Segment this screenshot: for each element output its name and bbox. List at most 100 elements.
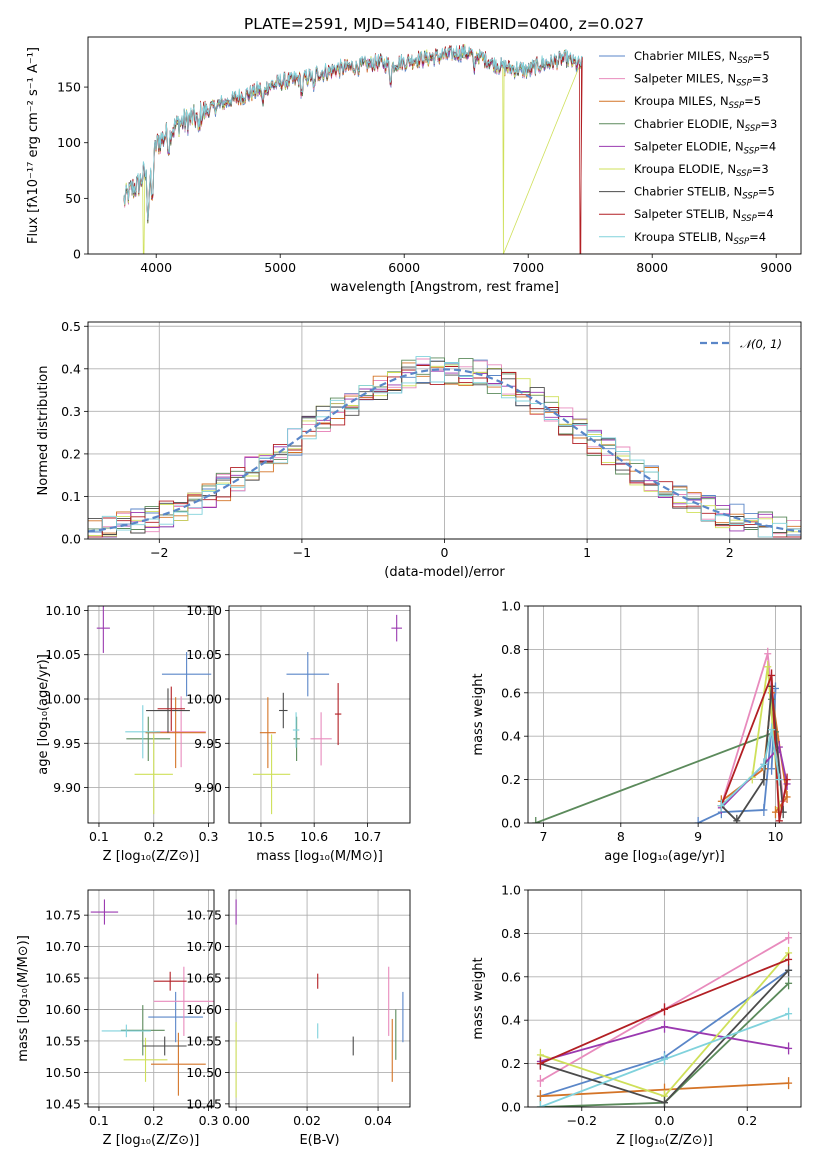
legend-entry: Salpeter MILES, NSSP=3 [634, 72, 769, 89]
y-tick-label: 0.3 [61, 404, 81, 419]
y-tick-label: 10.55 [186, 1033, 222, 1048]
legend-subscript: SSP [736, 169, 752, 179]
axes-weight-vs-Z: −0.2 0.0 0.2 0.0 0.2 0.4 0.6 0.8 1.0 Z [log₁₀(Z/Z… [471, 883, 802, 1148]
y-tick-label: 10.05 [186, 647, 222, 662]
axes-frame [87, 605, 215, 824]
y-tick-label: 10.00 [186, 692, 222, 707]
x-tick-label: 0.0 [655, 1113, 675, 1128]
axes-weight-vs-age: 7 8 9 10 0.0 0.2 0.4 0.6 0.8 1.0 age [log₁₀(age/yr… [471, 599, 802, 864]
x-tick-label: 10.5 [247, 829, 275, 844]
x-tick-label: −2 [150, 545, 168, 560]
y-tick-label: 10.05 [45, 647, 81, 662]
axes-frame [527, 889, 802, 1108]
plot-area-mass-vs-Z [90, 899, 214, 1096]
histogram-step [88, 356, 801, 538]
legend-subscript: SSP [734, 237, 750, 247]
y-tick-label: 0.6 [501, 969, 521, 984]
x-tick-label: 0.3 [199, 1113, 219, 1128]
x-tick-label: 6000 [388, 260, 420, 275]
y-tick-label: 9.90 [194, 780, 222, 795]
axes-spectrum: 4000 5000 6000 7000 8000 9000 0 50 100 150 wavelen… [26, 36, 802, 295]
x-tick-label: 8 [617, 829, 625, 844]
y-tick-label: 0.6 [501, 685, 521, 700]
legend-subscript: SSP [737, 56, 753, 66]
y-tick-label: 1.0 [501, 599, 521, 614]
x-tick-label: 1 [583, 545, 591, 560]
axes-age-vs-mass: 10.5 10.6 10.7 9.90 9.95 10.00 10.05 10.10 mass … [186, 603, 411, 864]
x-tick-label: 10.6 [300, 829, 328, 844]
y-tick-label: 0.8 [501, 642, 521, 657]
plot-area-weight-vs-Z [536, 931, 793, 1107]
y-tick-label: 0.0 [501, 1100, 521, 1115]
y-axis-label: mass weight [471, 957, 486, 1039]
x-tick-label: 0.2 [144, 829, 164, 844]
legend-entry: Chabrier ELODIE, NSSP=3 [634, 117, 777, 134]
spectrum-legend: Chabrier MILES, NSSP=5 Salpeter MILES, NS… [599, 49, 777, 247]
y-tick-label: 0.2 [501, 772, 521, 787]
plot-area-weight-vs-age [532, 647, 791, 823]
mass-weight-line [720, 675, 788, 821]
x-axis-label: mass [log₁₀(M/M⊙)] [256, 849, 383, 864]
x-axis-label: wavelength [Angstrom, rest frame] [330, 280, 559, 295]
y-tick-label: 0.4 [501, 1013, 521, 1028]
x-tick-label: 10 [768, 829, 784, 844]
legend-subscript: SSP [742, 192, 758, 202]
axes-frame [87, 889, 215, 1108]
y-tick-label: 10.65 [45, 971, 81, 986]
legend-entry: 𝒩(0, 1) [740, 337, 782, 351]
x-tick-label: 0.2 [144, 1113, 164, 1128]
y-tick-label: 10.45 [45, 1096, 81, 1111]
legend-value: =4 [759, 139, 776, 153]
x-tick-label: 0.04 [364, 1113, 392, 1128]
y-tick-label: 10.10 [186, 603, 222, 618]
y-tick-label: 50 [65, 191, 81, 206]
y-tick-label: 10.10 [45, 603, 81, 618]
y-axis-label: mass weight [471, 673, 486, 755]
legend-subscript: SSP [729, 101, 745, 111]
legend-subscript: SSP [736, 79, 752, 89]
axes-mass-vs-Z: 0.1 0.2 0.3 10.45 10.50 10.55 10.60 10.65 10.70 1… [16, 889, 219, 1148]
x-axis-label: (data-model)/error [384, 565, 505, 580]
plots-layer: 4000 5000 6000 7000 8000 9000050100150wavelen… [16, 36, 802, 1148]
spectrum-line [123, 45, 583, 220]
x-axis-label: E(B-V) [299, 1133, 339, 1148]
legend-value: =3 [752, 162, 769, 176]
legend-entry: Salpeter STELIB, NSSP=4 [634, 207, 774, 224]
y-tick-label: 100 [57, 135, 81, 150]
y-tick-label: 150 [57, 80, 81, 95]
x-tick-label: −0.2 [567, 1113, 597, 1128]
x-tick-label: 0.1 [89, 829, 109, 844]
y-tick-label: 10.70 [45, 939, 81, 954]
legend-value: =3 [752, 72, 769, 86]
y-tick-label: 10.50 [186, 1065, 222, 1080]
x-axis-label: Z [log₁₀(Z/Z⊙)] [616, 1133, 713, 1148]
axes-frame [527, 605, 802, 824]
spectrum-line [123, 44, 801, 254]
axes-mass-vs-EBV: 0.00 0.02 0.04 10.45 10.50 10.55 10.60 10.65 10.… [186, 889, 411, 1148]
y-tick-label: 1.0 [501, 883, 521, 898]
y-tick-label: 10.55 [45, 1033, 81, 1048]
x-axis-label: Z [log₁₀(Z/Z⊙)] [103, 849, 200, 864]
axes-frame [228, 889, 411, 1108]
y-tick-label: 10.50 [45, 1065, 81, 1080]
y-tick-label: 10.60 [186, 1002, 222, 1017]
x-tick-label: 2 [726, 545, 734, 560]
x-tick-label: 0.00 [222, 1113, 250, 1128]
x-tick-label: 0 [441, 545, 449, 560]
legend-value: =3 [760, 117, 777, 131]
axes-age-vs-Z: 0.1 0.2 0.3 9.90 9.95 10.00 10.05 10.10 Z [log₁₀… [36, 603, 218, 864]
y-tick-label: 10.65 [186, 971, 222, 986]
y-axis-label: mass [log₁₀(M/M⊙)] [16, 935, 31, 1062]
x-tick-label: 9000 [760, 260, 792, 275]
mass-weight-line [720, 729, 781, 807]
y-tick-label: 0.0 [501, 816, 521, 831]
x-tick-label: 0.02 [293, 1113, 321, 1128]
figure-title: PLATE=2591, MJD=54140, FIBERID=0400, z=0… [244, 15, 644, 33]
y-tick-label: 9.95 [53, 736, 81, 751]
y-axis-label: age [log₁₀(age/yr)] [36, 654, 51, 775]
legend-value: =5 [758, 185, 775, 199]
legend-subscript: SSP [741, 214, 757, 224]
x-axis-label: Z [log₁₀(Z/Z⊙)] [103, 1133, 200, 1148]
